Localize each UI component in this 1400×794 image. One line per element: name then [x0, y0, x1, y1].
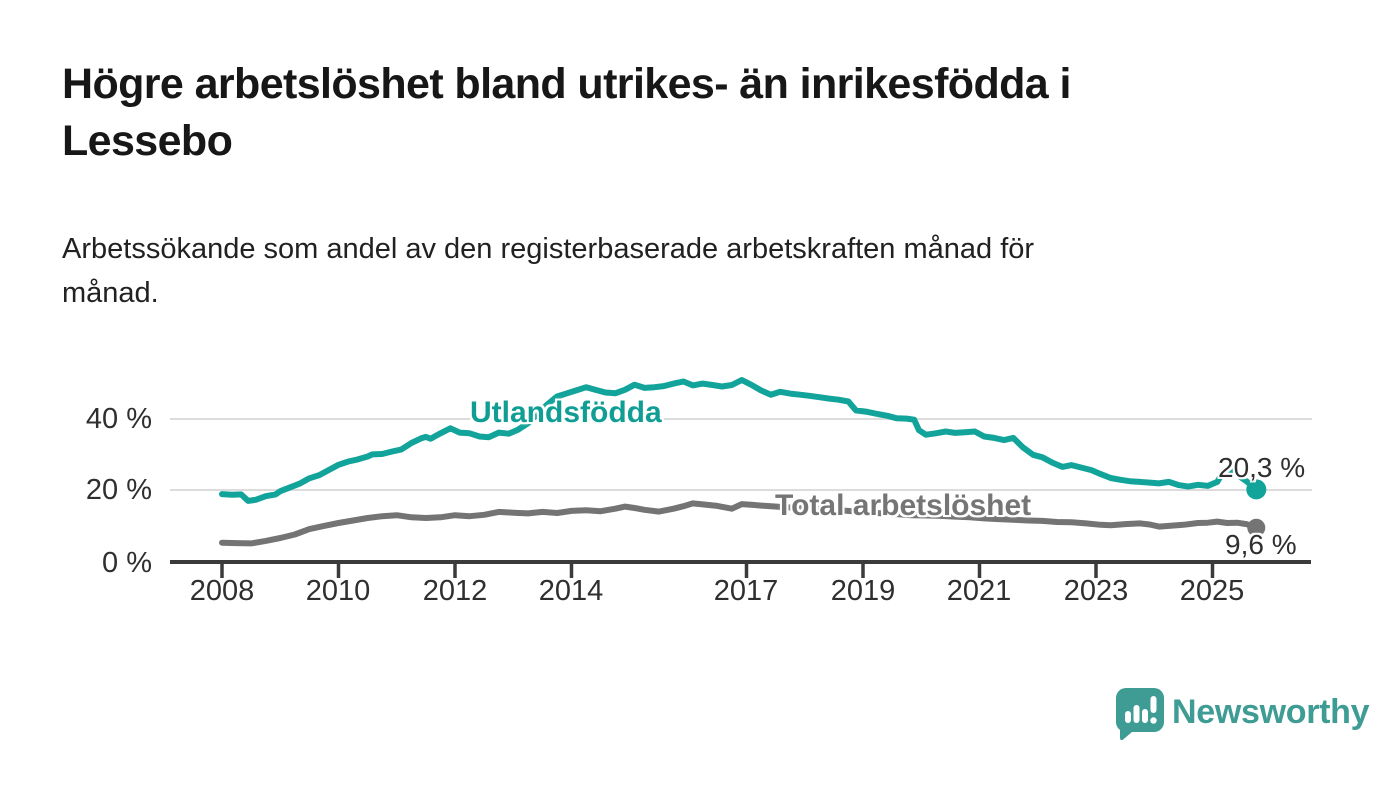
chart-subtitle: Arbetssökande som andel av den registerb…	[62, 227, 1292, 315]
gridlines	[170, 418, 1312, 491]
newsworthy-logo-icon	[1116, 688, 1164, 740]
bar-chart-glyph	[1125, 696, 1157, 724]
series-label-1: Total arbetslöshet	[775, 489, 1032, 522]
x-tick-label-2017: 2017	[713, 575, 779, 607]
page-title-line-1: Högre arbetslöshet bland utrikes- än inr…	[62, 60, 1071, 108]
series-label-0: Utlandsfödda	[470, 396, 662, 429]
series-end-dot-1	[1247, 518, 1266, 537]
x-tick-label-2019: 2019	[830, 575, 896, 607]
page-title-line-2: Lessebo	[62, 117, 233, 165]
x-tick-label-2012: 2012	[422, 575, 488, 607]
chart-subtitle-line-1: Arbetssökande som andel av den registerb…	[62, 233, 1035, 265]
end-value-label-0: 20,3 %	[1218, 452, 1306, 483]
x-tick-label-2023: 2023	[1063, 575, 1129, 607]
chart-subtitle-line-2: månad.	[62, 277, 159, 309]
series-end-dot-0	[1246, 479, 1267, 500]
y-tick-label-40: 40 %	[85, 403, 152, 435]
y-tick-label-0: 0 %	[102, 547, 152, 579]
brand-wordmark: Newsworthy	[1172, 693, 1370, 731]
series-layer	[219, 377, 1267, 547]
x-tick-label-2025: 2025	[1179, 575, 1245, 607]
x-axis	[170, 560, 1311, 578]
speech-bubble-shape	[1116, 688, 1164, 740]
x-tick-label-2021: 2021	[946, 575, 1012, 607]
series-line-0	[219, 377, 1260, 504]
end-value-label-1: 9,6 %	[1225, 529, 1297, 560]
x-tick-label-2010: 2010	[305, 575, 371, 607]
page-title: Högre arbetslöshet bland utrikes- än inr…	[62, 56, 1322, 170]
x-tick-label-2008: 2008	[189, 575, 255, 607]
y-tick-label-20: 20 %	[85, 474, 152, 506]
x-tick-label-2014: 2014	[538, 575, 604, 607]
series-line-1	[219, 500, 1260, 547]
